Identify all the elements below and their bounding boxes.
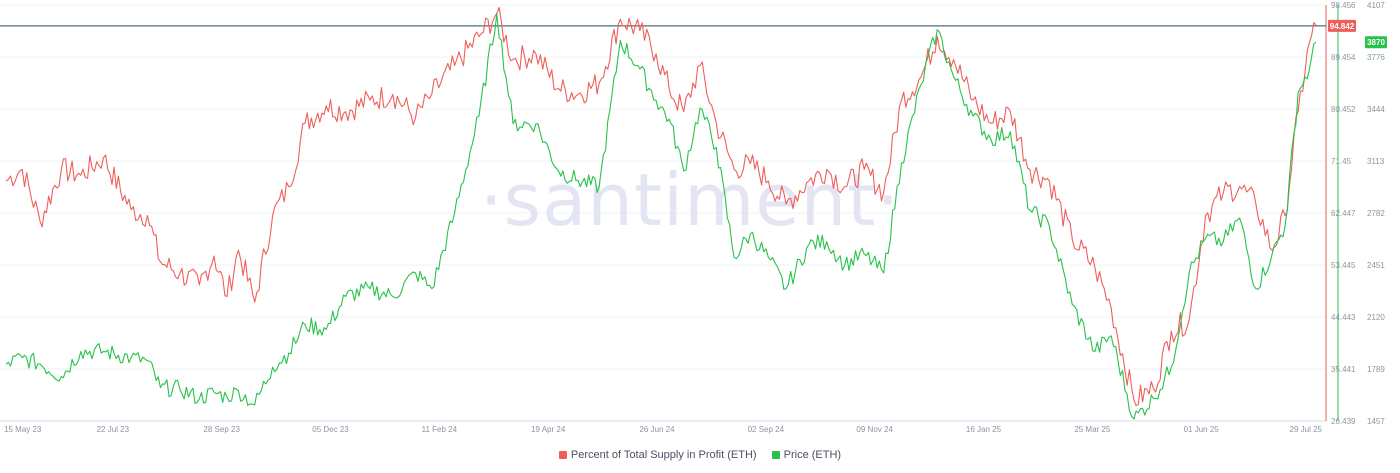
legend-swatch-green xyxy=(771,451,780,459)
left-axis-tick-label: 98.456 xyxy=(1331,1,1356,10)
x-tick-label: 09 Nov 24 xyxy=(856,425,893,434)
x-tick-label: 16 Jan 25 xyxy=(966,425,1002,434)
price-value-badge xyxy=(1365,36,1387,49)
right-axis-tick-label: 3776 xyxy=(1367,53,1385,62)
price-value-badge-text: 3870 xyxy=(1367,38,1385,47)
percent-value-badge xyxy=(1328,19,1356,32)
chart-legend: Percent of Total Supply in Profit (ETH) … xyxy=(0,449,1400,462)
x-tick-label: 19 Apr 24 xyxy=(531,425,566,434)
x-tick-label: 11 Feb 24 xyxy=(422,425,458,434)
left-axis-tick-label: 80.452 xyxy=(1331,105,1356,114)
x-tick-label: 22 Jul 23 xyxy=(97,425,130,434)
right-axis-tick-label: 2120 xyxy=(1367,313,1385,322)
legend-swatch-red xyxy=(558,451,567,459)
x-tick-label: 28 Sep 23 xyxy=(203,425,240,434)
legend-item-price[interactable]: Price (ETH) xyxy=(771,449,842,461)
legend-label: Price (ETH) xyxy=(783,449,842,461)
x-tick-label: 26 Jun 24 xyxy=(639,425,675,434)
right-axis-tick-label: 2451 xyxy=(1367,261,1385,270)
right-axis-tick-label: 4107 xyxy=(1367,1,1385,10)
left-axis-tick-label: 35.441 xyxy=(1331,365,1356,374)
left-axis-tick-label: 44.443 xyxy=(1331,313,1356,322)
santiment-watermark: ·santiment· xyxy=(480,158,901,242)
x-tick-label: 25 Mar 25 xyxy=(1074,425,1111,434)
left-axis-tick-label: 62.447 xyxy=(1331,209,1356,218)
x-tick-label: 05 Dec 23 xyxy=(312,425,349,434)
percent-value-badge-text: 94.842 xyxy=(1330,22,1355,31)
series-line-price xyxy=(5,13,1317,420)
x-tick-label: 29 Jul 25 xyxy=(1290,425,1323,434)
left-axis-tick-label: 53.445 xyxy=(1331,261,1356,270)
x-tick-label: 15 May 23 xyxy=(4,425,42,434)
left-axis-tick-label: 26.439 xyxy=(1331,417,1356,426)
right-axis-tick-label: 1789 xyxy=(1367,365,1385,374)
x-tick-label: 02 Sep 24 xyxy=(748,425,785,434)
series-line-percent-in-profit xyxy=(5,6,1317,407)
legend-item-percent-in-profit[interactable]: Percent of Total Supply in Profit (ETH) xyxy=(558,449,757,461)
legend-label: Percent of Total Supply in Profit (ETH) xyxy=(570,449,757,461)
right-axis-tick-label: 3113 xyxy=(1367,157,1385,166)
right-axis-tick-label: 2782 xyxy=(1367,209,1385,218)
left-axis-tick-label: 71.45 xyxy=(1331,157,1352,166)
right-axis-ticks: 98.456 89.454 80.452 71.45 62.447 53.445 44.44… xyxy=(1331,1,1385,426)
series-layer xyxy=(5,6,1317,420)
value-badges: 94.842 3870 xyxy=(1328,19,1387,49)
right-axis-tick-label: 1457 xyxy=(1367,417,1385,426)
x-tick-label: 01 Jun 25 xyxy=(1184,425,1220,434)
x-axis-ticks: 15 May 23 22 Jul 23 28 Sep 23 05 Dec 23 11 F… xyxy=(4,425,1323,434)
left-axis-tick-label: 89.454 xyxy=(1331,53,1356,62)
right-axis-tick-label: 3444 xyxy=(1367,105,1385,114)
